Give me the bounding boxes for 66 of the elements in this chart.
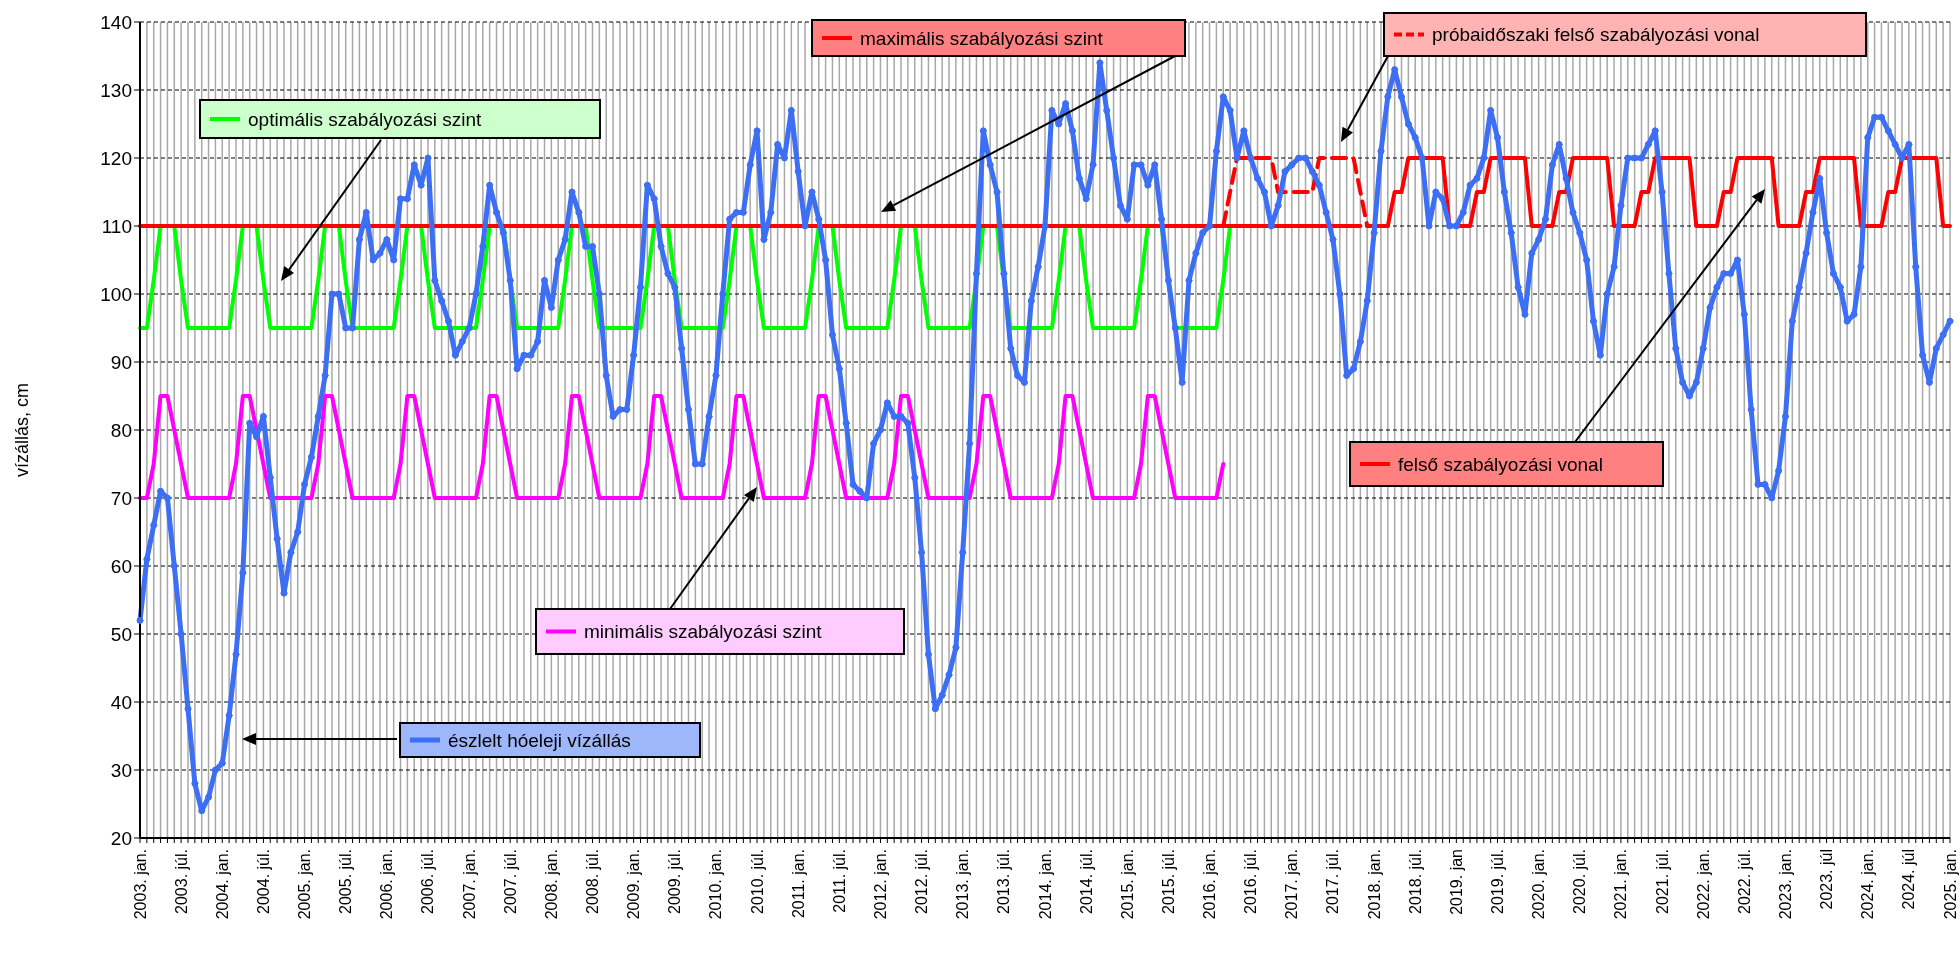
y-tick-label: 80 bbox=[110, 419, 132, 441]
x-tick-label: 2005. júl. bbox=[337, 849, 355, 914]
x-tick-label: 2012. jan. bbox=[871, 849, 889, 920]
y-tick-label: 90 bbox=[110, 351, 132, 373]
y-tick-label: 30 bbox=[110, 759, 132, 781]
x-tick-label: 2019. júl. bbox=[1489, 849, 1506, 914]
y-axis-title: vízállás, cm bbox=[12, 382, 33, 478]
x-tick-label: 2008. júl. bbox=[584, 849, 601, 914]
x-tick-label: 2018. júl. bbox=[1406, 849, 1424, 914]
x-tick-label: 2017. júl. bbox=[1324, 849, 1342, 914]
x-tick-label: 2005. jan. bbox=[296, 849, 314, 920]
legend-label: próbaidőszaki felső szabályozási vonal bbox=[1432, 24, 1760, 45]
y-tick-label: 110 bbox=[101, 215, 132, 237]
x-tick-label: 2015. jan. bbox=[1118, 849, 1136, 920]
x-tick-label: 2009. júl. bbox=[666, 849, 684, 914]
x-tick-label: 2013. júl. bbox=[995, 849, 1013, 914]
y-tick-label: 50 bbox=[110, 623, 132, 645]
x-tick-label: 2007. jan. bbox=[460, 849, 478, 920]
x-tick-label: 2023. jan. bbox=[1776, 849, 1794, 920]
x-tick-label: 2010. jan. bbox=[707, 849, 725, 920]
y-tick-label: 100 bbox=[100, 283, 132, 305]
y-tick-label: 20 bbox=[110, 827, 132, 849]
x-tick-label: 2009. jan. bbox=[625, 849, 643, 920]
x-tick-label: 2019. jan bbox=[1447, 849, 1465, 915]
x-tick-label: 2012. júl. bbox=[913, 849, 931, 914]
y-tick-label: 60 bbox=[110, 555, 132, 577]
x-tick-label: 2004. júl. bbox=[254, 849, 272, 914]
x-tick-label: 2021. júl. bbox=[1653, 849, 1671, 914]
x-tick-label: 2013. jan. bbox=[954, 849, 972, 920]
x-tick-label: 2017. jan. bbox=[1283, 849, 1301, 920]
legend-label: optimális szabályozási szint bbox=[248, 108, 483, 130]
x-tick-label: 2020. júl. bbox=[1571, 849, 1589, 914]
x-tick-label: 2015. júl. bbox=[1159, 849, 1177, 914]
x-tick-label: 2022. júl. bbox=[1735, 849, 1753, 914]
x-tick-label: 2023. júl bbox=[1818, 849, 1836, 910]
y-tick-label: 120 bbox=[100, 147, 132, 169]
x-tick-label: 2006. jan. bbox=[378, 849, 396, 920]
x-tick-label: 2011. júl. bbox=[830, 849, 848, 913]
x-tick-label: 2007. júl. bbox=[501, 849, 519, 914]
x-tick-label: 2018. jan. bbox=[1365, 849, 1383, 920]
legend-label: minimális szabályozási szint bbox=[584, 621, 823, 642]
x-tick-label: 2014. jan. bbox=[1036, 849, 1054, 920]
x-tick-label: 2024. júl bbox=[1900, 849, 1918, 910]
x-tick-label: 2014. júl. bbox=[1077, 849, 1095, 914]
x-tick-label: 2010. júl. bbox=[748, 849, 766, 914]
x-tick-label: 2006. júl. bbox=[419, 849, 437, 914]
x-tick-label: 2004. jan. bbox=[213, 849, 231, 920]
x-tick-label: 2008. jan. bbox=[542, 849, 560, 920]
x-tick-label: 2024. jan. bbox=[1859, 849, 1877, 920]
x-tick-label: 2022. jan. bbox=[1694, 849, 1712, 920]
x-tick-label: 2003. júl. bbox=[172, 849, 190, 914]
y-tick-label: 140 bbox=[100, 11, 132, 33]
x-tick-label: 2020. jan. bbox=[1530, 849, 1548, 920]
y-tick-label: 40 bbox=[110, 691, 132, 713]
legend-label: észlelt hóeleji vízállás bbox=[448, 729, 631, 751]
y-tick-label: 130 bbox=[100, 79, 132, 101]
legend-label: maximális szabályozási szint bbox=[860, 27, 1104, 49]
line-series bbox=[138, 394, 1226, 500]
x-tick-label: 2021. jan. bbox=[1612, 849, 1630, 920]
x-tick-label: 2016. jan. bbox=[1201, 849, 1219, 920]
x-tick-label: 2025. jan. bbox=[1941, 849, 1959, 920]
x-tick-label: 2011. jan. bbox=[789, 849, 807, 919]
legend-label: felső szabályozási vonal bbox=[1398, 453, 1603, 475]
x-tick-label: 2003. jan. bbox=[131, 849, 149, 920]
y-tick-label: 70 bbox=[110, 487, 132, 509]
x-tick-label: 2016. júl. bbox=[1242, 849, 1260, 914]
